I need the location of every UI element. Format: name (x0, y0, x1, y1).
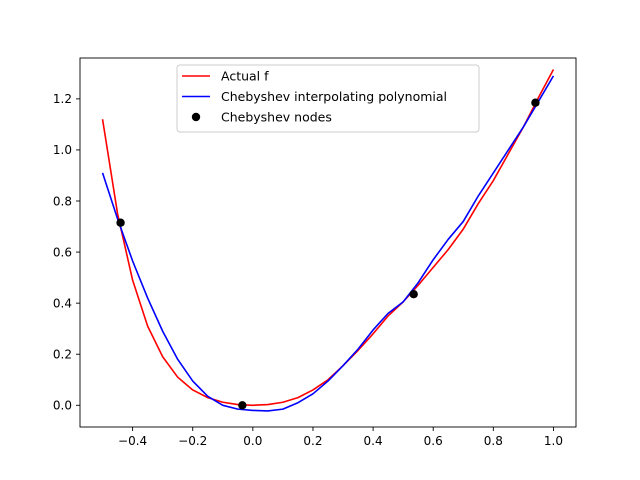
y-tick-label: 0.2 (53, 348, 72, 362)
chebyshev-node-point (116, 218, 125, 227)
x-axis: −0.4 −0.2 0.0 0.2 0.4 0.6 0.8 1.0 (118, 427, 563, 448)
x-tick-label: 0.4 (364, 434, 383, 448)
x-tick-label: −0.4 (118, 434, 147, 448)
x-tick-label: −0.2 (178, 434, 207, 448)
x-tick-label: 1.0 (544, 434, 563, 448)
x-tick-label: 0.2 (303, 434, 322, 448)
chebyshev-node-point (409, 290, 418, 299)
x-tick-label: 0.0 (243, 434, 262, 448)
axes-frame (79, 57, 577, 428)
y-axis: 0.0 0.2 0.4 0.6 0.8 1.0 1.2 (53, 92, 80, 413)
x-tick-label: 0.8 (484, 434, 503, 448)
legend-marker-swatch (191, 112, 201, 122)
y-tick-label: 0.6 (53, 245, 72, 259)
series-line-1 (101, 75, 555, 412)
y-tick-label: 0.4 (53, 296, 72, 310)
plot-area (79, 57, 577, 428)
y-tick-label: 0.0 (53, 399, 72, 413)
legend-box (176, 64, 480, 133)
legend-entry-label: Chebyshev nodes (221, 110, 332, 125)
chebyshev-node-point (238, 401, 247, 410)
y-tick-label: 0.8 (53, 194, 72, 208)
legend-entry-label: Actual f (221, 69, 269, 84)
y-tick-label: 1.0 (53, 143, 72, 157)
x-tick-label: 0.6 (424, 434, 443, 448)
series-line-0 (101, 69, 555, 407)
legend: Actual f Chebyshev interpolating polynomi… (176, 64, 480, 133)
chebyshev-node-point (531, 98, 540, 107)
series-group (101, 69, 555, 412)
y-tick-label: 1.2 (53, 92, 72, 106)
legend-entry-label: Chebyshev interpolating polynomial (221, 89, 447, 104)
